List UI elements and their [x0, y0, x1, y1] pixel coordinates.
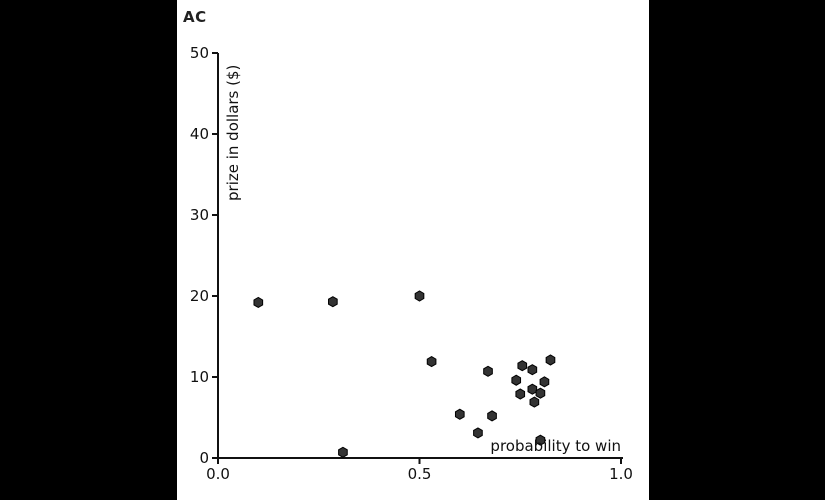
x-ticks: 0.0 0.5 1.0 [206, 458, 633, 483]
data-point [454, 408, 465, 420]
data-points [253, 290, 556, 458]
y-tick-label: 0 [199, 449, 209, 467]
chart-panel: AC 0 10 20 30 40 50 0.0 0.5 1.0 prize in dollar… [177, 0, 649, 500]
data-point [483, 365, 493, 377]
data-point [529, 396, 540, 408]
data-point [338, 446, 348, 458]
y-tick-label: 40 [190, 125, 209, 143]
data-point [328, 296, 338, 308]
scatter-plot: 0 10 20 30 40 50 0.0 0.5 1.0 prize in dollars (… [190, 44, 633, 483]
data-point [535, 387, 546, 399]
chart-title: AC [183, 8, 207, 26]
x-tick-label: 0.5 [408, 465, 432, 483]
x-axis-label: probability to win [490, 437, 621, 455]
x-tick-label: 1.0 [609, 465, 633, 483]
data-point [473, 427, 483, 439]
data-point [253, 296, 264, 309]
data-point [517, 360, 528, 372]
data-point [515, 388, 526, 400]
y-axis-label: prize in dollars ($) [224, 65, 242, 201]
y-tick-label: 50 [190, 44, 209, 62]
data-point [511, 374, 522, 386]
data-point [527, 364, 538, 376]
y-tick-label: 10 [190, 368, 209, 386]
y-tick-label: 20 [190, 287, 209, 305]
data-point [487, 410, 497, 422]
data-point [527, 383, 538, 395]
x-tick-label: 0.0 [206, 465, 230, 483]
y-tick-label: 30 [190, 206, 209, 224]
y-ticks: 0 10 20 30 40 50 [190, 44, 218, 467]
data-point [535, 434, 546, 446]
data-point [545, 354, 556, 366]
data-point [414, 290, 425, 302]
data-point [426, 356, 437, 368]
data-point [539, 376, 550, 388]
